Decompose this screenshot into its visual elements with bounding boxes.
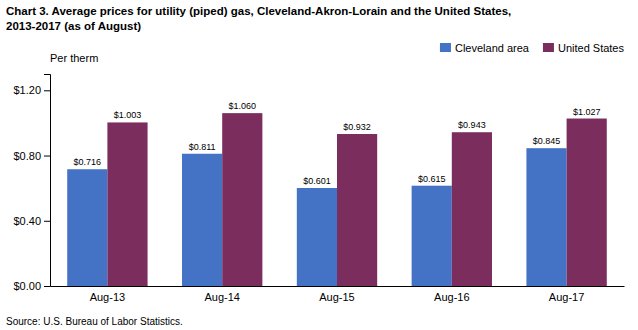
title: Chart 3. Average prices for utility (pip… bbox=[6, 5, 511, 17]
bar bbox=[412, 186, 452, 286]
y-axis-line bbox=[44, 75, 51, 287]
x-tick-label: Aug-17 bbox=[549, 291, 584, 303]
bar-series bbox=[107, 113, 606, 286]
y-axis-title: Per therm bbox=[50, 52, 98, 64]
x-tick-label: Aug-13 bbox=[90, 291, 125, 303]
bar bbox=[452, 132, 492, 286]
y-tick: $0.80 bbox=[13, 150, 50, 162]
legend-swatch bbox=[440, 43, 451, 52]
bar bbox=[107, 122, 147, 286]
legend-item: Cleveland area bbox=[440, 42, 530, 54]
data-label: $0.943 bbox=[458, 120, 486, 130]
x-tick: Aug-17 bbox=[549, 291, 584, 303]
bar bbox=[222, 113, 262, 286]
data-label: $0.615 bbox=[418, 174, 446, 184]
legend-label: Cleveland area bbox=[455, 42, 530, 54]
subtitle: 2013-2017 (as of August) bbox=[6, 20, 141, 32]
y-tick: $0.00 bbox=[13, 280, 50, 292]
y-tick-mark bbox=[44, 90, 50, 91]
legend-label: United States bbox=[558, 42, 625, 54]
y-tick-label: $1.20 bbox=[13, 84, 41, 96]
data-label: $0.716 bbox=[74, 157, 102, 167]
x-tick: Aug-16 bbox=[434, 291, 469, 303]
data-label: $0.845 bbox=[533, 136, 561, 146]
chart: Chart 3. Average prices for utility (pip… bbox=[0, 0, 638, 330]
bar bbox=[182, 154, 222, 286]
bar bbox=[337, 134, 377, 286]
bar bbox=[526, 148, 566, 286]
legend-item: United States bbox=[543, 42, 625, 54]
x-tick: Aug-13 bbox=[90, 291, 125, 303]
y-tick-mark bbox=[44, 156, 50, 157]
data-label: $1.027 bbox=[573, 107, 601, 117]
x-tick: Aug-14 bbox=[204, 291, 239, 303]
legend: Cleveland area United States bbox=[440, 42, 625, 54]
legend-swatch bbox=[543, 43, 554, 52]
x-axis-line bbox=[51, 286, 625, 287]
y-tick-label: $0.80 bbox=[13, 150, 41, 162]
x-tick-label: Aug-16 bbox=[434, 291, 469, 303]
plot-area bbox=[67, 113, 607, 286]
y-tick-label: $0.00 bbox=[13, 280, 41, 292]
y-tick-label: $0.40 bbox=[13, 215, 41, 227]
data-label: $0.601 bbox=[303, 176, 331, 186]
y-tick-mark bbox=[44, 286, 50, 287]
y-tick: $1.20 bbox=[13, 84, 50, 96]
y-tick: $0.40 bbox=[13, 215, 50, 227]
data-labels: $0.716 $0.811 $0.601 $0.615 $0.845 $1.003 $1.0… bbox=[74, 101, 601, 186]
x-axis: Aug-13 Aug-14 Aug-15 Aug-16 Aug-17 bbox=[51, 287, 625, 303]
x-tick-label: Aug-15 bbox=[319, 291, 354, 303]
y-tick-mark bbox=[44, 221, 50, 222]
bar bbox=[297, 188, 337, 286]
data-label: $0.811 bbox=[189, 142, 216, 152]
x-tick-label: Aug-14 bbox=[204, 291, 239, 303]
x-tick: Aug-15 bbox=[319, 291, 354, 303]
data-label: $1.003 bbox=[114, 110, 142, 120]
y-axis: $0.00 $0.40 $0.80 $1.20 bbox=[13, 75, 50, 293]
data-label: $0.932 bbox=[343, 122, 371, 132]
bar bbox=[567, 119, 607, 286]
data-label: $1.060 bbox=[229, 101, 257, 111]
bar bbox=[67, 169, 107, 286]
annotation: Source: U.S. Bureau of Labor Statistics. bbox=[6, 316, 183, 327]
